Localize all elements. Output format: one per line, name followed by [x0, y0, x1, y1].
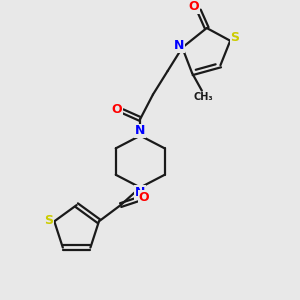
Text: O: O — [111, 103, 122, 116]
Text: CH₃: CH₃ — [194, 92, 214, 103]
Text: N: N — [174, 39, 184, 52]
Text: N: N — [135, 186, 146, 199]
Text: S: S — [44, 214, 53, 227]
Text: S: S — [231, 31, 240, 44]
Text: O: O — [189, 0, 199, 13]
Text: O: O — [139, 191, 149, 204]
Text: N: N — [135, 124, 146, 137]
